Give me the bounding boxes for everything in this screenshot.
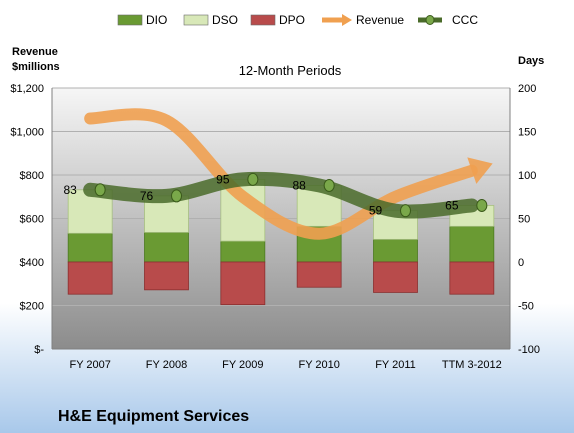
revenue-line	[84, 108, 478, 240]
dio-bar	[449, 225, 495, 263]
x-tick-label: FY 2007	[69, 359, 110, 371]
legend-label-dso: DSO	[212, 13, 238, 27]
left-tick-label: $200	[20, 301, 44, 313]
bars	[67, 178, 495, 306]
legend-label-dio: DIO	[146, 13, 167, 27]
right-tick-label: 200	[518, 83, 536, 95]
left-axis-title-line-2: $millions	[12, 61, 60, 73]
left-tick-label: $400	[20, 257, 44, 269]
lines: 83 76 95 88 59 65	[63, 108, 493, 240]
ccc-data-label: 88	[292, 178, 306, 192]
legend-swatch-dpo	[250, 14, 276, 26]
ccc-marker	[94, 183, 106, 197]
dpo-bar	[373, 261, 418, 293]
legend-swatch-revenue-arrow	[342, 14, 352, 26]
dpo-bar	[67, 261, 113, 295]
left-tick-label: $800	[20, 170, 44, 182]
x-tick-label: TTM 3-2012	[442, 359, 502, 371]
dio-bar	[220, 240, 266, 263]
dpo-bar	[296, 261, 342, 288]
left-tick-label: $1,000	[10, 127, 44, 139]
legend-swatch-ccc-marker	[425, 15, 435, 25]
legend-label-ccc: CCC	[452, 13, 478, 27]
ccc-data-label: 59	[369, 204, 383, 218]
dio-bar	[373, 238, 418, 263]
left-axis-title-line-1: Revenue	[12, 46, 58, 58]
right-tick-label: 100	[518, 170, 536, 182]
left-tick-label: $600	[20, 214, 44, 226]
x-tick-label: FY 2009	[222, 359, 263, 371]
ccc-marker	[476, 198, 488, 212]
legend-swatch-dio	[117, 14, 143, 26]
ccc-marker	[171, 189, 182, 203]
dpo-bar	[144, 261, 189, 291]
ccc-marker	[400, 204, 411, 218]
x-tick-label: FY 2008	[146, 359, 187, 371]
axes: $1,200 200 $1,000 150 $800 100 $600 50 $400 0 $200…	[10, 83, 540, 371]
revenue-arrowhead	[467, 157, 493, 184]
dio-bar	[144, 232, 189, 263]
ccc-data-label: 83	[63, 183, 77, 197]
legend: DIO DSO DPO Revenue CCC	[117, 13, 478, 27]
ccc-data-label: 65	[445, 198, 459, 212]
legend-label-dpo: DPO	[279, 13, 305, 27]
legend-label-revenue: Revenue	[356, 13, 404, 27]
dio-bar	[67, 232, 113, 263]
chart-title: 12-Month Periods	[239, 63, 342, 78]
right-tick-label: 0	[518, 257, 524, 269]
x-tick-label: FY 2011	[375, 359, 416, 371]
x-tick-label: FY 2010	[298, 359, 339, 371]
dpo-bar	[220, 261, 266, 306]
ccc-marker	[323, 178, 335, 192]
ccc-data-label: 76	[140, 189, 154, 203]
ccc-marker	[247, 172, 259, 186]
right-tick-label: -100	[518, 344, 540, 356]
right-tick-label: 50	[518, 214, 530, 226]
right-tick-label: 150	[518, 127, 536, 139]
company-name: H&E Equipment Services	[58, 408, 249, 425]
ccc-data-label: 95	[216, 172, 230, 186]
left-tick-label: $1,200	[10, 83, 44, 95]
dpo-bar	[449, 261, 495, 295]
right-tick-label: -50	[518, 301, 534, 313]
right-axis-title: Days	[518, 55, 544, 67]
left-tick-label: $-	[34, 344, 44, 356]
legend-swatch-dso	[183, 14, 209, 26]
